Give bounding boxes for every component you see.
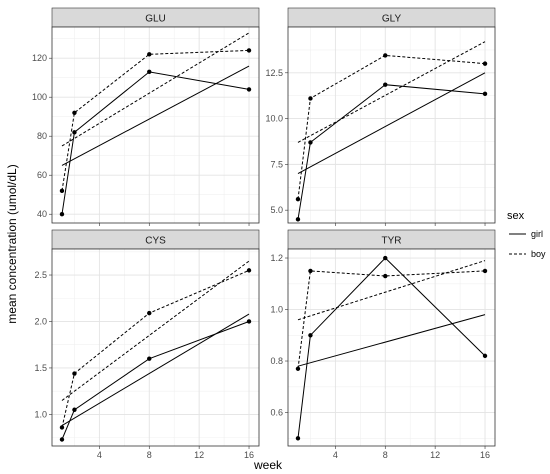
legend-label-girl: girl	[531, 229, 543, 239]
y-tick-label: 60	[37, 170, 47, 180]
x-axis-title: week	[253, 458, 283, 472]
y-tick-label: 40	[37, 209, 47, 219]
panel-background	[288, 27, 495, 223]
data-point-girl	[308, 140, 313, 145]
panels: GLU 40 60 80 100 120 GLY 5.0 7.5 10.0 12.5 CYS 1.0 1.…	[32, 7, 496, 460]
data-point-girl	[72, 407, 77, 412]
y-tick-label: 1.5	[34, 363, 47, 373]
legend-title: sex	[507, 210, 525, 222]
y-axis-title: mean concentration (umol/dL)	[5, 164, 19, 323]
data-point-boy	[383, 53, 388, 58]
x-tick-label: 4	[333, 450, 338, 460]
y-tick-label: 10.0	[265, 114, 283, 124]
data-point-boy	[59, 425, 65, 430]
data-point-girl	[72, 130, 77, 135]
series-line-boy	[61, 269, 250, 428]
y-tick-label: 2.5	[34, 270, 47, 280]
panel-cys: CYS 1.0 1.5 2.0 2.5 4 8 12 16	[34, 229, 260, 460]
trend-line-girl	[61, 65, 250, 166]
panel-border	[287, 248, 496, 447]
panel-border	[51, 26, 260, 224]
data-point-girl	[482, 91, 488, 97]
trend-line-boy	[297, 260, 486, 321]
panel-border	[51, 248, 260, 447]
y-tick-label: 100	[32, 92, 47, 102]
series-line-boy	[297, 270, 486, 369]
x-tick-label: 16	[244, 450, 254, 460]
series-line-boy	[61, 49, 250, 191]
trend-line-boy	[61, 260, 250, 401]
legend: sex girl boy	[507, 210, 546, 259]
panel-strip-title: GLU	[145, 14, 166, 25]
data-point-boy	[295, 366, 301, 371]
data-point-boy	[246, 48, 252, 53]
series-line-girl	[61, 71, 250, 215]
y-tick-label: 1.2	[270, 253, 283, 263]
data-point-boy	[295, 196, 301, 202]
panel-background	[52, 27, 259, 223]
x-tick-label: 8	[147, 450, 152, 460]
data-point-boy	[383, 273, 388, 279]
x-tick-label: 8	[383, 450, 388, 460]
data-point-girl	[482, 353, 488, 359]
panel-strip-title: TYR	[382, 236, 402, 247]
data-point-girl	[295, 436, 301, 441]
trend-line-boy	[297, 41, 486, 143]
panel-gly: GLY 5.0 7.5 10.0 12.5	[265, 7, 496, 226]
panel-strip-title: CYS	[145, 236, 166, 247]
data-point-boy	[482, 268, 488, 274]
y-tick-label: 120	[32, 53, 47, 63]
data-point-boy	[72, 110, 77, 116]
data-point-girl	[147, 69, 152, 75]
y-tick-label: 5.0	[270, 205, 283, 215]
y-tick-label: 12.5	[265, 68, 283, 78]
data-point-girl	[147, 356, 152, 361]
y-tick-label: 80	[37, 131, 47, 141]
y-tick-label: 1.0	[270, 305, 283, 315]
data-point-boy	[59, 188, 65, 194]
x-tick-label: 16	[480, 450, 490, 460]
panel-strip-title: GLY	[382, 14, 402, 25]
data-point-girl	[383, 82, 388, 87]
series-line-boy	[297, 54, 486, 200]
x-tick-label: 12	[430, 450, 440, 460]
y-tick-label: 0.8	[270, 356, 283, 366]
data-point-girl	[246, 87, 252, 92]
data-point-boy	[147, 310, 152, 316]
data-point-boy	[246, 268, 252, 273]
panel-border	[287, 26, 496, 224]
data-point-girl	[383, 255, 388, 261]
data-point-girl	[59, 212, 65, 217]
data-point-boy	[308, 268, 313, 274]
y-tick-label: 0.6	[270, 408, 283, 418]
x-tick-label: 12	[194, 450, 204, 460]
data-point-boy	[308, 96, 313, 101]
data-point-boy	[147, 52, 152, 57]
data-point-boy	[482, 61, 488, 66]
y-tick-label: 1.0	[34, 409, 47, 419]
series-line-girl	[297, 84, 486, 220]
y-tick-label: 7.5	[270, 159, 283, 169]
y-tick-label: 2.0	[34, 316, 47, 326]
panel-background	[52, 249, 259, 446]
panel-glu: GLU 40 60 80 100 120	[32, 7, 260, 226]
trend-line-girl	[297, 314, 486, 367]
data-point-girl	[295, 217, 301, 222]
panel-tyr: TYR 0.6 0.8 1.0 1.2 4 8 12 16	[270, 229, 496, 460]
data-point-boy	[72, 371, 77, 376]
data-point-girl	[59, 437, 65, 442]
series-line-girl	[297, 257, 486, 439]
data-point-girl	[308, 333, 313, 338]
data-point-girl	[246, 319, 252, 324]
x-tick-label: 4	[97, 450, 102, 460]
series-line-girl	[61, 321, 250, 440]
trend-line-girl	[297, 72, 486, 174]
panel-background	[288, 249, 495, 446]
legend-label-boy: boy	[531, 249, 546, 259]
